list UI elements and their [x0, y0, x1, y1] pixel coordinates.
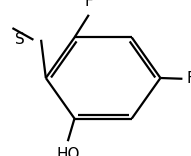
Text: F: F [84, 0, 93, 9]
Text: F: F [186, 71, 191, 86]
Text: S: S [15, 32, 24, 47]
Text: HO: HO [56, 147, 80, 156]
